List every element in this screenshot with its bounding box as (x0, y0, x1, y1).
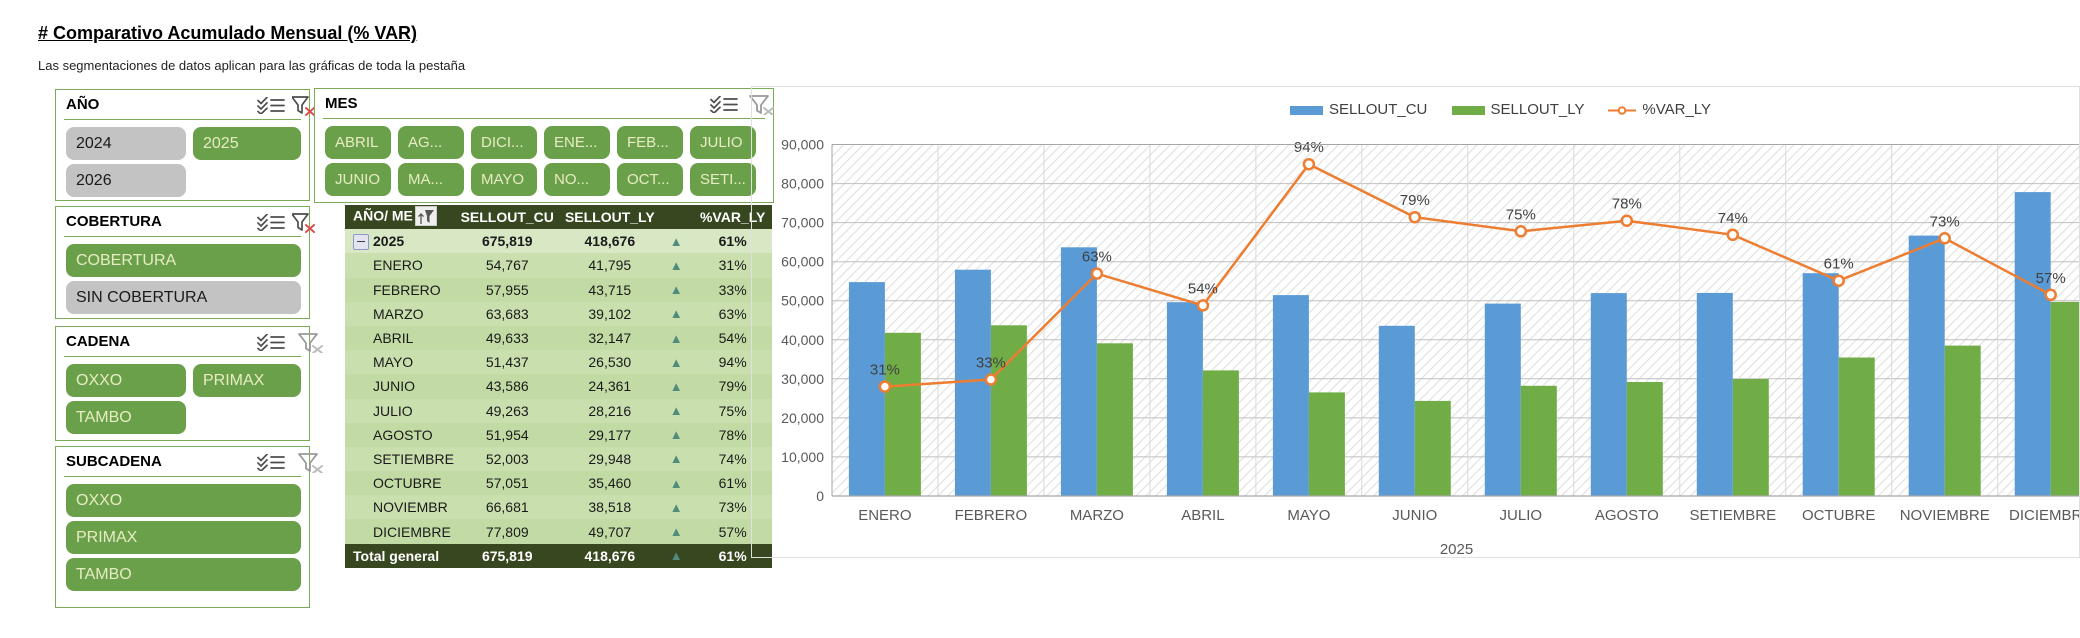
svg-text:ABRIL: ABRIL (1181, 507, 1224, 524)
svg-text:70,000: 70,000 (781, 215, 824, 231)
svg-text:0: 0 (816, 488, 824, 504)
svg-text:30,000: 30,000 (781, 371, 824, 387)
svg-text:OCTUBRE: OCTUBRE (1802, 507, 1875, 524)
svg-text:MARZO: MARZO (1070, 507, 1124, 524)
svg-text:31%: 31% (870, 362, 900, 379)
svg-text:61%: 61% (1824, 256, 1854, 273)
svg-text:75%: 75% (1506, 206, 1536, 223)
svg-text:FEBRERO: FEBRERO (955, 507, 1028, 524)
svg-text:SETIEMBRE: SETIEMBRE (1689, 507, 1776, 524)
svg-text:JULIO: JULIO (1500, 507, 1543, 524)
svg-text:50,000: 50,000 (781, 293, 824, 309)
svg-text:57%: 57% (2036, 270, 2066, 287)
svg-text:ENERO: ENERO (858, 507, 911, 524)
svg-text:78%: 78% (1612, 196, 1642, 213)
svg-text:54%: 54% (1188, 280, 1218, 297)
svg-text:20,000: 20,000 (781, 410, 824, 426)
svg-text:NOVIEMBRE: NOVIEMBRE (1900, 507, 1990, 524)
svg-text:10,000: 10,000 (781, 449, 824, 465)
svg-text:73%: 73% (1930, 213, 1960, 230)
svg-text:40,000: 40,000 (781, 332, 824, 348)
svg-text:JUNIO: JUNIO (1392, 507, 1437, 524)
svg-text:63%: 63% (1082, 249, 1112, 266)
svg-text:2025: 2025 (1440, 541, 1473, 558)
svg-text:60,000: 60,000 (781, 254, 824, 270)
svg-text:74%: 74% (1718, 210, 1748, 227)
svg-text:90,000: 90,000 (781, 137, 824, 153)
svg-text:MAYO: MAYO (1287, 507, 1330, 524)
svg-text:94%: 94% (1294, 139, 1324, 156)
svg-text:AGOSTO: AGOSTO (1595, 507, 1659, 524)
svg-text:79%: 79% (1400, 192, 1430, 209)
svg-text:80,000: 80,000 (781, 176, 824, 192)
svg-text:33%: 33% (976, 355, 1006, 372)
svg-text:DICIEMBRE: DICIEMBRE (2009, 507, 2080, 524)
